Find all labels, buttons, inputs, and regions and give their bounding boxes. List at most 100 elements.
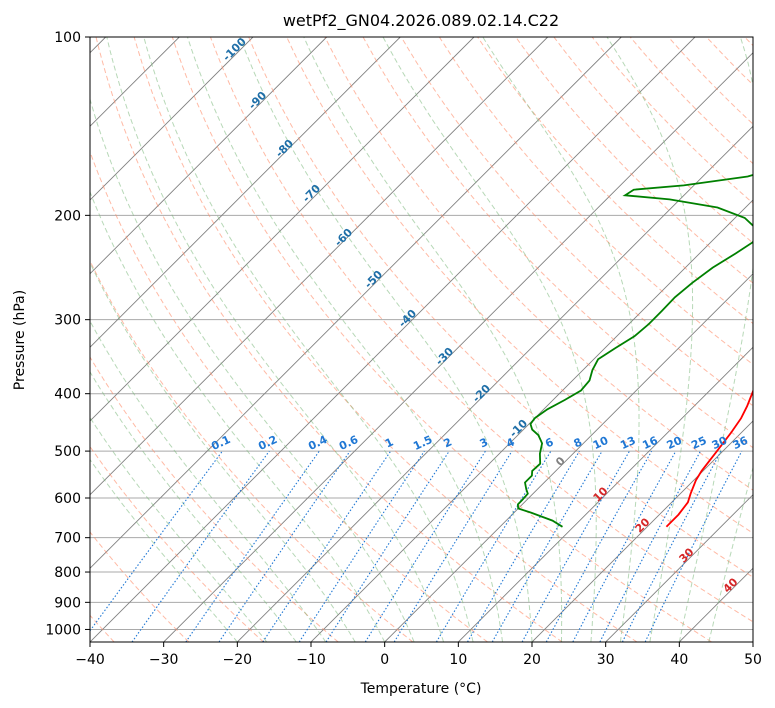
x-tick-label: −20	[223, 652, 253, 668]
isotherm--40	[90, 37, 696, 642]
dry-adiabat-30	[133, 37, 638, 642]
x-axis-title: Temperature (°C)	[360, 681, 482, 697]
y-tick-label: 100	[54, 30, 81, 46]
line-labels: -100-90-80-70-60-50-40-30-20-10010203040…	[209, 35, 750, 596]
moist-adiabat-8	[106, 37, 445, 642]
x-tick-label: 50	[744, 652, 762, 668]
dry-adiabat-label: -100	[220, 35, 249, 64]
dry-adiabat-160	[629, 37, 753, 165]
dry-adiabat-10	[90, 150, 488, 642]
dry-adiabat-190	[744, 37, 753, 47]
dry-adiabat-label: -50	[362, 268, 385, 291]
moist-adiabat-44	[708, 465, 753, 642]
mixing-ratio-label: 36	[731, 434, 751, 452]
x-tick-label: 30	[597, 652, 615, 668]
moist-adiabat--8	[90, 320, 327, 642]
mixing-ratio-label: 10	[591, 434, 611, 452]
moist-adiabat--4	[90, 261, 356, 642]
dry-adiabat-60	[248, 37, 753, 578]
mixing-ratio-0.2	[131, 450, 270, 642]
dry-adiabat-40	[171, 37, 712, 642]
dry-adiabat-20	[95, 37, 563, 642]
mixing-ratio-6	[435, 450, 552, 642]
mixing-ratio-20	[572, 450, 677, 642]
isotherm--50	[90, 37, 622, 569]
moist-adiabat-24	[303, 37, 563, 642]
mixing-ratio-8	[467, 450, 580, 642]
moist-adiabat-40	[678, 37, 753, 642]
moist-adiabat-32	[482, 37, 640, 642]
moist-adiabat-36	[606, 37, 694, 642]
x-tick-label: 40	[670, 652, 688, 668]
mixing-ratio-label: 0.4	[306, 433, 329, 453]
mixing-ratio-13	[521, 450, 630, 642]
mixing-ratio-16	[545, 450, 653, 642]
mixing-ratio-label: 0.6	[337, 433, 360, 453]
y-axis-title: Pressure (hPa)	[12, 290, 28, 390]
plot-frame	[89, 36, 754, 643]
dry-adiabat-80	[324, 37, 753, 491]
dry-adiabat--10	[90, 356, 339, 642]
dry-adiabat-50	[210, 37, 753, 623]
isotherm--30	[163, 52, 753, 642]
dry-adiabat-label: -70	[300, 182, 323, 205]
y-tick-label: 800	[54, 565, 81, 581]
moist-adiabat-12	[143, 37, 474, 642]
mixing-ratio-label: 20	[665, 434, 685, 452]
y-tick-label: 300	[54, 313, 81, 329]
mixing-ratio-label: 0.2	[256, 433, 279, 453]
moist-adiabat-4	[90, 97, 415, 642]
moist-adiabat-16	[187, 37, 503, 642]
mixing-ratio-label: 1.5	[411, 433, 434, 453]
isotherm-50	[752, 641, 753, 642]
isotherm-0	[384, 273, 753, 642]
dry-adiabat-label: -60	[332, 226, 355, 249]
dry-adiabat-label: -30	[433, 345, 456, 368]
isotherm--70	[90, 37, 475, 422]
isotherm--100	[90, 37, 254, 201]
dry-adiabat-label: 20	[633, 515, 653, 535]
x-tick-label: −40	[75, 652, 105, 668]
x-tick-label: −10	[296, 652, 326, 668]
moist-adiabat-0	[90, 190, 386, 642]
moist-adiabat--16	[90, 416, 268, 642]
dry-adiabat--30	[90, 531, 190, 642]
mixing-ratio-1	[262, 450, 392, 642]
isotherm--90	[90, 37, 328, 275]
dry-adiabat-130	[515, 37, 753, 284]
dry-adiabat-label: -80	[273, 137, 296, 160]
y-tick-label: 200	[54, 208, 81, 224]
temperature-line	[665, 388, 753, 528]
dry-adiabat-label: -90	[246, 89, 269, 112]
mixing-ratio-label: 25	[689, 434, 708, 452]
dry-adiabat-90	[362, 37, 753, 449]
mixing-ratio-label: 1	[383, 435, 395, 450]
dry-adiabat-label: 40	[721, 575, 741, 595]
isotherm-30	[605, 494, 753, 642]
moist-adiabat--20	[90, 458, 238, 642]
mixing-ratio-label: 6	[543, 435, 556, 450]
isotherm-20	[531, 420, 753, 642]
dewpoint-line	[516, 173, 753, 528]
mixing-ratio-3	[364, 450, 486, 642]
mixing-ratio-2	[325, 450, 450, 642]
dry-adiabat-180	[706, 37, 753, 86]
y-tick-label: 400	[54, 387, 81, 403]
background-lines	[90, 37, 753, 642]
dry-adiabat-140	[553, 37, 753, 244]
dry-adiabat-label: -20	[470, 382, 493, 405]
mixing-ratio-36	[644, 450, 743, 642]
mixing-ratio-4	[393, 450, 513, 642]
y-tick-label: 1000	[45, 622, 81, 638]
dry-adiabat-0	[90, 259, 414, 642]
y-tick-label: 500	[54, 444, 81, 460]
mixing-ratio-30	[621, 450, 722, 642]
isotherm--60	[90, 37, 549, 496]
isotherm--20	[236, 125, 753, 642]
dry-adiabat-120	[477, 37, 753, 325]
moist-adiabat-20	[239, 37, 533, 642]
dry-adiabat-label: 30	[677, 545, 697, 565]
x-tick-label: 0	[380, 652, 389, 668]
x-tick-label: −30	[149, 652, 179, 668]
